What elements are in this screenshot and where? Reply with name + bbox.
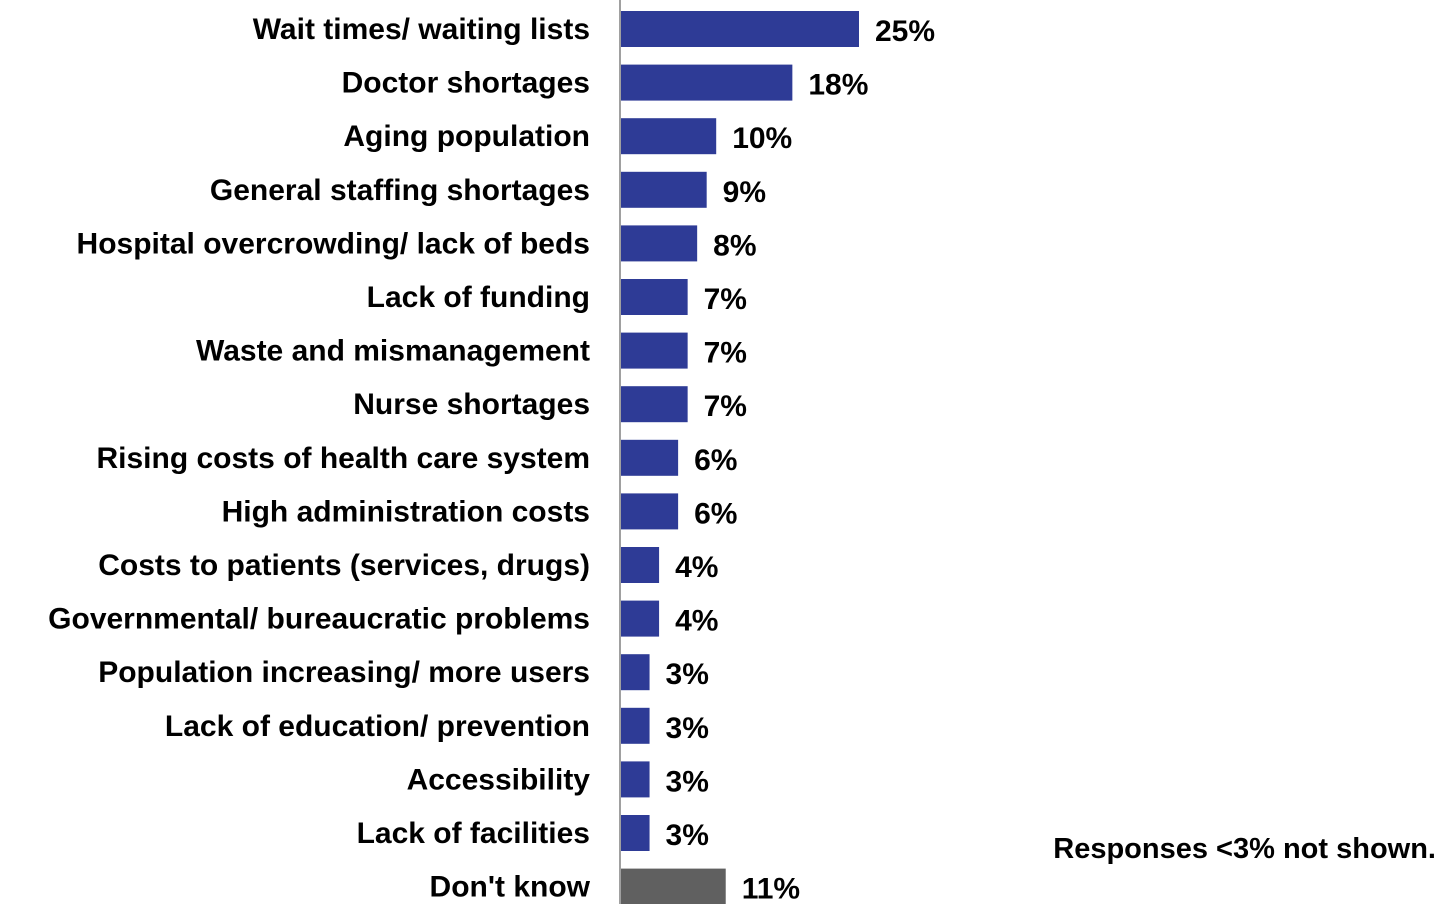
bars-group [621, 11, 859, 904]
bar [621, 332, 688, 369]
bar [621, 11, 859, 47]
category-label: General staffing shortages [210, 174, 590, 207]
bar [621, 171, 707, 208]
bar [621, 761, 650, 798]
value-label: 11% [742, 873, 800, 904]
category-label: Population increasing/ more users [98, 656, 590, 689]
value-label: 3% [666, 819, 709, 852]
bar [621, 118, 717, 155]
value-label: 7% [704, 390, 747, 423]
value-label: 7% [704, 283, 747, 316]
category-label: Governmental/ bureaucratic problems [48, 603, 590, 636]
category-label: Don't know [430, 871, 591, 904]
category-labels: Wait times/ waiting lists Doctor shortage… [48, 13, 591, 904]
bar [621, 493, 679, 530]
bar [621, 225, 698, 262]
category-label: Doctor shortages [342, 67, 590, 100]
value-label: 7% [704, 337, 747, 370]
bar [621, 439, 679, 476]
bar [621, 386, 688, 423]
category-label: Lack of education/ prevention [165, 710, 590, 743]
value-label: 4% [675, 605, 718, 638]
category-label: Lack of facilities [357, 817, 590, 850]
value-label: 4% [675, 551, 718, 584]
bar [621, 815, 650, 851]
value-label: 8% [713, 229, 756, 262]
value-label: 9% [723, 176, 766, 209]
bar [621, 279, 688, 315]
bar [621, 707, 650, 744]
value-label: 3% [666, 765, 709, 798]
bar [621, 600, 660, 637]
category-label: Hospital overcrowding/ lack of beds [77, 227, 590, 260]
category-label: High administration costs [222, 495, 590, 528]
bar [621, 868, 726, 904]
value-label: 3% [666, 658, 709, 691]
category-label: Wait times/ waiting lists [253, 13, 590, 46]
value-label: 18% [808, 69, 868, 102]
category-label: Aging population [343, 120, 590, 153]
footnote: Responses <3% not shown. [1053, 833, 1436, 865]
category-label: Rising costs of health care system [96, 442, 590, 475]
category-label: Accessibility [407, 763, 591, 796]
category-label: Lack of funding [367, 281, 590, 314]
value-label: 6% [694, 444, 737, 477]
value-label: 3% [666, 712, 709, 745]
bar [621, 654, 650, 691]
bar [621, 547, 660, 583]
bar [621, 64, 793, 101]
category-label: Waste and mismanagement [196, 335, 590, 368]
category-label: Nurse shortages [353, 388, 590, 421]
value-labels: 25%18% 10% 9% 8% 7% 7% 7% 6% 6% 4% 4% 3% 3% 3% 3% 11% [666, 15, 935, 904]
category-label: Costs to patients (services, drugs) [98, 549, 590, 582]
value-label: 6% [694, 497, 737, 530]
value-label: 25% [875, 15, 935, 48]
value-label: 10% [732, 122, 792, 155]
